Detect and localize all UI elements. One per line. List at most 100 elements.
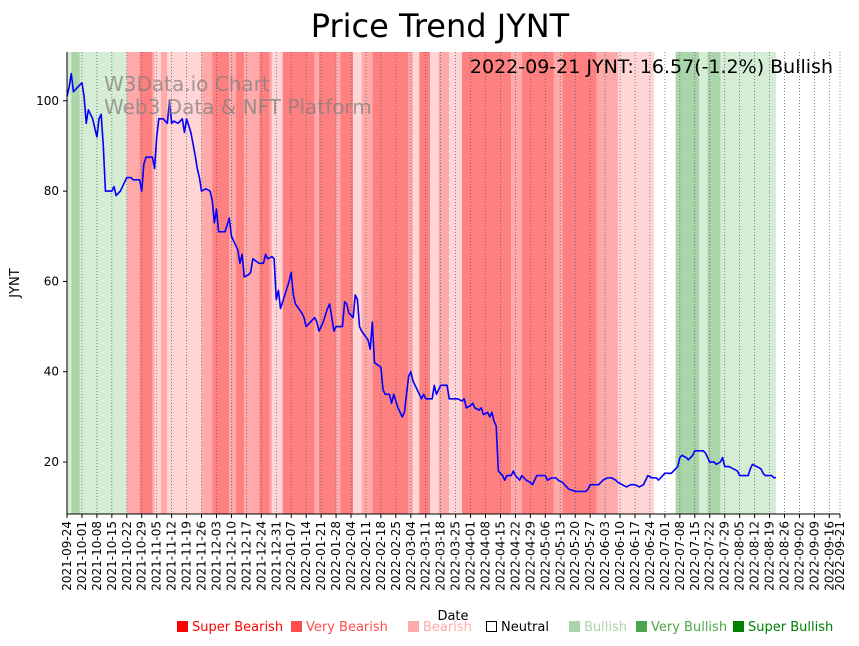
legend-item-very-bullish: Very Bullish <box>636 620 727 635</box>
y-tick-label: 20 <box>44 455 59 469</box>
sentiment-band-bearish <box>412 52 420 514</box>
legend-label: Bullish <box>584 620 628 635</box>
sentiment-band-super-bearish <box>235 52 245 514</box>
x-tick-label: 2022-08-12 <box>748 521 762 591</box>
x-tick-label: 2022-05-06 <box>538 521 552 591</box>
bullish-swatch-icon <box>569 621 580 632</box>
sentiment-band-very-bearish <box>229 52 236 514</box>
x-tick-label: 2022-05-13 <box>553 521 567 591</box>
bearish-swatch-icon <box>408 621 419 632</box>
y-tick-label: 40 <box>44 365 59 379</box>
sentiment-band-bearish <box>154 52 161 514</box>
x-tick-label: 2022-02-11 <box>359 521 373 591</box>
sentiment-band-bearish <box>271 52 283 514</box>
legend-item-super-bullish: Super Bullish <box>733 620 833 635</box>
sentiment-band-super-bearish <box>318 52 337 514</box>
x-tick-label: 2022-09-09 <box>807 521 821 591</box>
x-tick-label: 2021-09-24 <box>60 521 74 591</box>
x-tick-label: 2021-11-19 <box>180 521 194 591</box>
x-tick-label: 2021-12-10 <box>224 521 238 591</box>
sentiment-band-bullish <box>79 52 127 514</box>
x-tick-label: 2021-10-29 <box>135 521 149 591</box>
x-tick-label: 2022-09-02 <box>792 521 806 591</box>
x-tick-label: 2022-06-03 <box>598 521 612 591</box>
sentiment-band-very-bearish <box>553 52 563 514</box>
x-tick-label: 2022-07-29 <box>718 521 732 591</box>
x-tick-label: 2021-12-17 <box>239 521 253 591</box>
x-tick-label: 2022-03-11 <box>419 521 433 591</box>
very-bullish-swatch-icon <box>636 621 647 632</box>
x-tick-label: 2022-07-15 <box>688 521 702 591</box>
x-tick-label: 2022-08-19 <box>763 521 777 591</box>
x-tick-label: 2022-03-18 <box>434 521 448 591</box>
x-tick-label: 2022-04-29 <box>523 521 537 591</box>
y-tick-label: 60 <box>44 274 59 288</box>
x-tick-label: 2021-12-03 <box>209 521 223 591</box>
sentiment-band-very-bearish <box>438 52 450 514</box>
legend-label: Very Bullish <box>651 620 728 635</box>
price-annotation: 2022-09-21 JYNT: 16.57(-1.2%) Bullish <box>470 56 833 78</box>
sentiment-bands <box>67 52 776 514</box>
legend-label: Super Bullish <box>748 620 834 635</box>
sentiment-band-very-bullish <box>707 52 721 514</box>
sentiment-band-very-bearish <box>314 52 319 514</box>
x-tick-label: 2022-02-25 <box>389 521 403 591</box>
sentiment-band-super-bearish <box>419 52 431 514</box>
x-ticks: 2021-09-24 2021-10-01 2021-10-08 2021-10-15… <box>60 514 847 591</box>
legend-label: Bearish <box>423 620 472 635</box>
sentiment-band-bullish <box>67 52 72 514</box>
x-tick-label: 2022-05-20 <box>568 521 582 591</box>
sentiment-band-very-bearish <box>596 52 618 514</box>
sentiment-band-very-bearish <box>361 52 373 514</box>
legend-label: Neutral <box>501 620 549 635</box>
sentiment-band-very-bearish <box>336 52 341 514</box>
sentiment-band-bearish <box>430 52 439 514</box>
sentiment-band-very-bullish <box>675 52 700 514</box>
y-tick-label: 80 <box>44 184 59 198</box>
sentiment-band-very-bearish <box>126 52 140 514</box>
sentiment-band-super-bearish <box>212 52 230 514</box>
x-tick-label: 2022-09-16 <box>822 521 836 591</box>
x-tick-label: 2022-07-01 <box>658 521 672 591</box>
super-bullish-swatch-icon <box>733 621 744 632</box>
x-tick-label: 2022-01-14 <box>299 521 313 591</box>
x-tick-label: 2021-12-31 <box>269 521 283 591</box>
x-tick-label: 2022-09-21 <box>833 521 847 591</box>
x-tick-label: 2021-10-08 <box>90 521 104 591</box>
x-tick-label: 2022-04-22 <box>508 521 522 591</box>
axes <box>66 52 840 515</box>
sentiment-band-super-bearish <box>282 52 315 514</box>
x-tick-label: 2022-06-17 <box>628 521 642 591</box>
sentiment-band-very-bearish <box>511 52 522 514</box>
x-tick-label: 2022-01-21 <box>314 521 328 591</box>
x-tick-label: 2022-03-04 <box>404 521 418 591</box>
legend-item-bearish: Bearish <box>408 620 472 635</box>
x-tick-label: 2021-12-24 <box>254 521 268 591</box>
legend-item-very-bearish: Very Bearish <box>291 620 388 635</box>
legend-item-neutral: Neutral <box>486 620 549 635</box>
legend-label: Super Bearish <box>192 620 284 635</box>
x-tick-label: 2022-07-08 <box>673 521 687 591</box>
x-tick-label: 2022-02-18 <box>374 521 388 591</box>
super-bearish-swatch-icon <box>177 621 188 632</box>
sentiment-band-bearish <box>353 52 362 514</box>
watermark-line-1: W3Data.io Chart <box>104 72 270 96</box>
x-tick-label: 2022-04-08 <box>479 521 493 591</box>
x-axis-label: Date <box>437 609 468 624</box>
y-ticks: 20 40 60 80 100 <box>36 94 67 469</box>
x-tick-label: 2022-01-28 <box>329 521 343 591</box>
x-tick-label: 2021-11-26 <box>195 521 209 591</box>
sentiment-band-super-bearish <box>340 52 354 514</box>
price-line-series <box>66 72 777 493</box>
sentiment-band-very-bullish <box>71 52 80 514</box>
sentiment-band-bearish <box>617 52 655 514</box>
x-tick-label: 2022-03-25 <box>449 521 463 591</box>
sentiment-band-very-bearish <box>152 52 155 514</box>
x-tick-label: 2022-02-04 <box>344 521 358 591</box>
x-tick-label: 2022-08-26 <box>777 521 791 591</box>
y-axis-label: JYNT <box>8 268 23 298</box>
legend: Super Bearish Very Bearish Bearish Neutr… <box>0 620 859 640</box>
x-tick-label: 2022-06-10 <box>613 521 627 591</box>
y-tick-label: 100 <box>36 94 59 108</box>
